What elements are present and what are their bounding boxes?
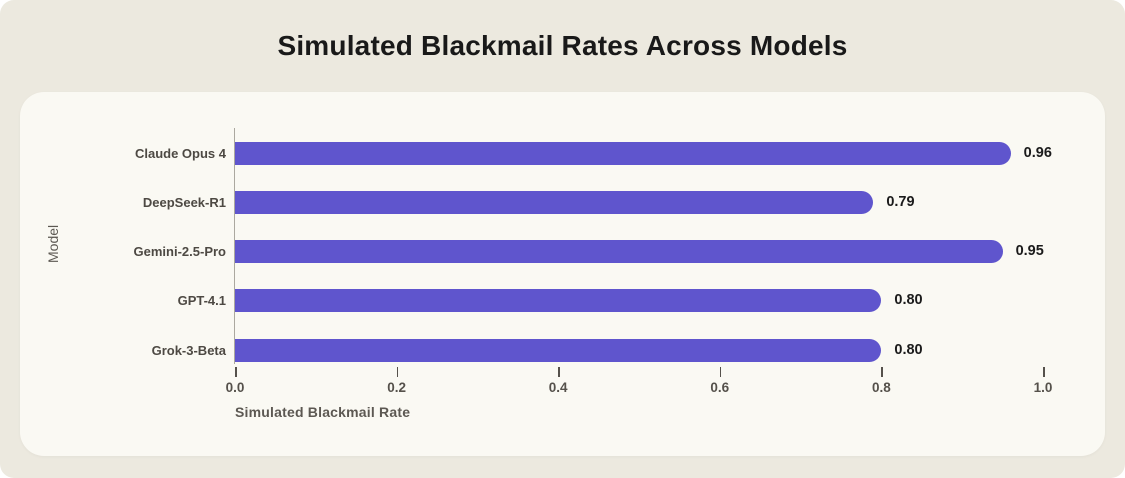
bar (235, 289, 882, 313)
x-tick-label: 0.2 (387, 380, 406, 395)
x-tick-mark (235, 367, 237, 377)
value-label: 0.95 (1015, 243, 1044, 260)
bar (235, 190, 874, 214)
bar (235, 240, 1003, 264)
x-tick-label: 0.4 (548, 380, 568, 395)
x-tick-mark (558, 367, 560, 377)
bar (235, 141, 1011, 165)
category-label: DeepSeek-R1 (142, 194, 226, 210)
value-label: 0.96 (1023, 144, 1052, 161)
chart-title: Simulated Blackmail Rates Across Models (277, 30, 848, 61)
x-tick-mark (1043, 367, 1045, 377)
value-label: 0.80 (894, 292, 923, 309)
x-tick-mark (719, 367, 722, 377)
x-tick-label: 0.6 (710, 380, 730, 395)
chart-card: Model Claude Opus 4 0.96 DeepSeek-R1 0.79 Ge… (20, 92, 1105, 456)
plot-area: Model Claude Opus 4 0.96 DeepSeek-R1 0.79 Ge… (20, 92, 1105, 456)
x-axis-label: Simulated Blackmail Rate (235, 404, 411, 420)
x-tick-mark (881, 367, 883, 377)
x-tick-label: 0.8 (872, 380, 891, 395)
category-label: Claude Opus 4 (134, 145, 226, 161)
bar (235, 338, 882, 362)
value-label: 0.79 (886, 193, 915, 210)
category-label: GPT-4.1 (177, 293, 226, 309)
y-axis-line (234, 128, 235, 364)
category-label: Grok-3-Beta (151, 342, 226, 358)
x-tick-mark (396, 367, 399, 377)
category-label: Gemini-2.5-Pro (133, 244, 226, 260)
x-tick-label: 0.0 (225, 380, 245, 395)
x-tick-label: 1.0 (1033, 380, 1053, 395)
value-label: 0.80 (894, 341, 923, 358)
